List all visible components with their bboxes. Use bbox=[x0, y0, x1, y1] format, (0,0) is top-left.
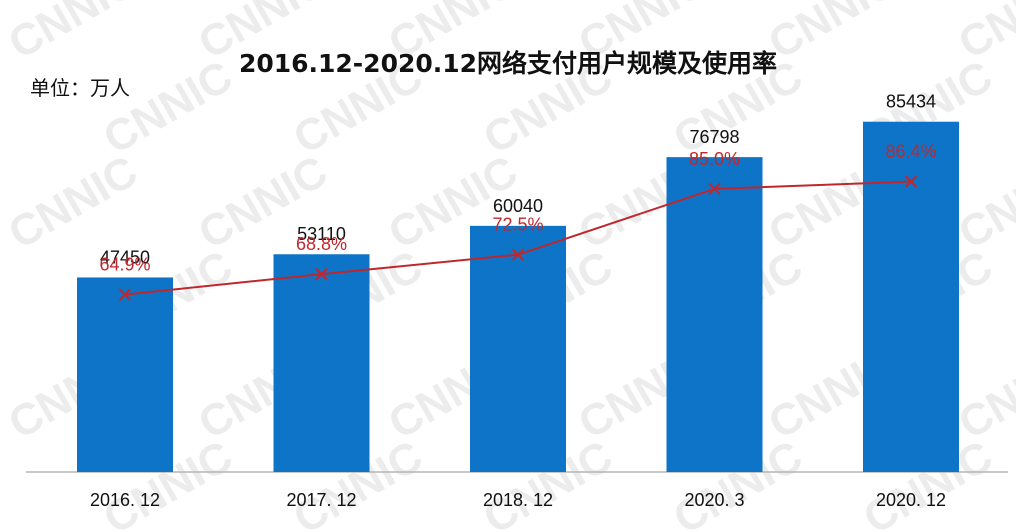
bar bbox=[666, 157, 763, 472]
line-point-marker bbox=[511, 248, 525, 261]
line-value-label: 68.8% bbox=[296, 234, 347, 254]
line-point-marker bbox=[118, 288, 132, 301]
line-value-label: 86.4% bbox=[885, 142, 936, 162]
bar-value-label: 60040 bbox=[493, 196, 543, 216]
line-point-marker bbox=[708, 182, 721, 196]
line-point-marker bbox=[904, 175, 918, 188]
x-tick-label: 2016. 12 bbox=[90, 490, 160, 510]
line-point-marker bbox=[315, 267, 328, 281]
line-value-label: 85.0% bbox=[689, 149, 740, 169]
bar bbox=[470, 225, 566, 472]
bar bbox=[273, 254, 370, 472]
x-tick-label: 2017. 12 bbox=[286, 490, 356, 510]
line-value-label: 72.5% bbox=[492, 215, 543, 235]
x-tick-label: 2020. 3 bbox=[684, 490, 744, 510]
bar-value-label: 76798 bbox=[689, 127, 739, 147]
bar bbox=[863, 121, 959, 473]
bar-value-label: 85434 bbox=[886, 92, 936, 112]
chart-title: 2016.12-2020.12网络支付用户规模及使用率 bbox=[238, 49, 778, 78]
bar-value-label: 53110 bbox=[297, 224, 346, 244]
bar-value-label: 47450 bbox=[100, 247, 150, 267]
bar bbox=[77, 277, 173, 472]
x-tick-label: 2020. 12 bbox=[876, 490, 946, 510]
unit-label: 单位：万人 bbox=[30, 76, 130, 100]
x-tick-label: 2018. 12 bbox=[483, 490, 553, 510]
line-value-label: 64.9% bbox=[99, 255, 150, 275]
